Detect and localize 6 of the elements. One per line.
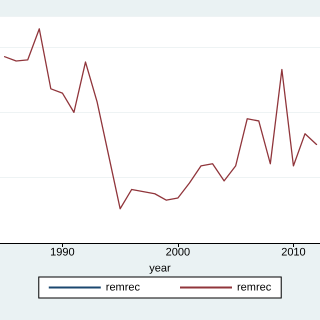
legend-label: remrec	[106, 282, 140, 294]
x-tick-label: 1990	[50, 246, 75, 258]
x-axis-title: year	[149, 262, 172, 274]
legend-label: remrec	[237, 282, 272, 294]
x-tick-label: 2000	[166, 246, 190, 258]
x-tick-label: 2010	[281, 246, 306, 258]
